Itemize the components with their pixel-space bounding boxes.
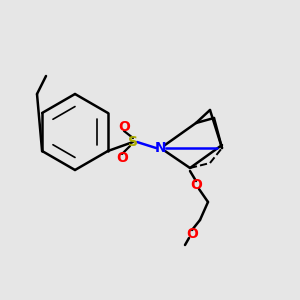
- Text: O: O: [190, 178, 202, 192]
- Text: O: O: [116, 151, 128, 165]
- Text: N: N: [155, 141, 167, 155]
- Text: O: O: [118, 120, 130, 134]
- Text: O: O: [186, 227, 198, 241]
- Text: S: S: [128, 135, 138, 149]
